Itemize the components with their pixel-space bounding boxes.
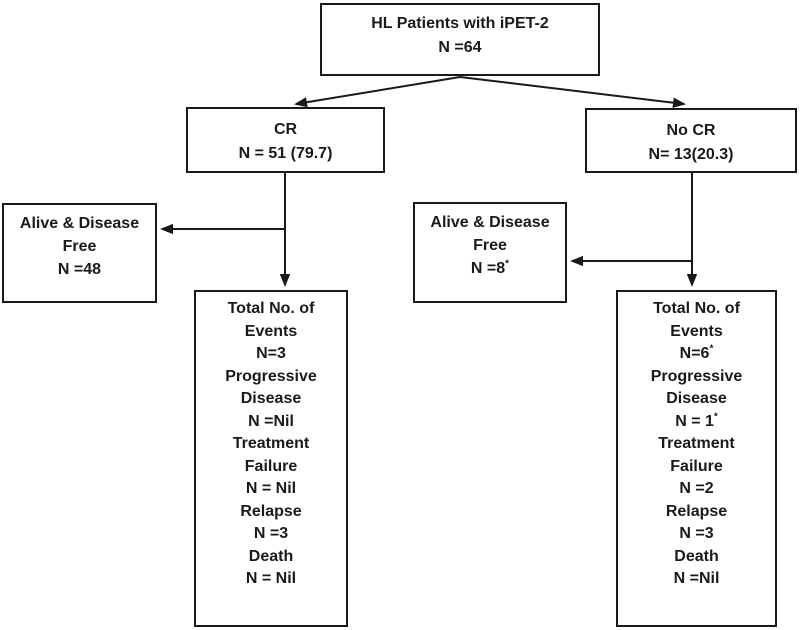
text-line: Events [670, 322, 723, 340]
text-line: Progressive [225, 367, 317, 385]
text-line: N = 1* [618, 411, 775, 434]
arrow-root-to-cr [294, 76, 461, 108]
node-no-cr: No CR N= 13(20.3) [585, 108, 797, 173]
node-alive-disease-free-no-cr: Alive & Disease Free N =8* [413, 202, 567, 303]
text-line: N =Nil [673, 570, 720, 587]
text-line: Relapse [240, 502, 302, 520]
text-line: N=3 [256, 345, 286, 362]
text-line: N =8* [415, 257, 565, 280]
text-line: Death [674, 547, 719, 565]
text-line: Alive & Disease [430, 214, 550, 231]
arrow-root-to-no-cr [459, 76, 686, 108]
node-events-cr: Total No. of Events N=3 Progressive Dise… [194, 290, 348, 627]
node-root-title: HL Patients with iPET-2 [371, 15, 549, 32]
node-events-no-cr: Total No. of Events N=6* Progressive Dis… [616, 290, 777, 627]
footnote-asterisk: * [713, 411, 718, 423]
node-alive-disease-free-cr: Alive & Disease Free N =48 [2, 203, 157, 303]
text-line: N = Nil [245, 570, 297, 587]
text-line: Alive & Disease [19, 215, 140, 232]
node-no-cr-title: No CR [666, 122, 716, 139]
node-cr: CR N = 51 (79.7) [186, 107, 385, 173]
text-line: Treatment [232, 435, 310, 452]
text-line: N =2 [679, 480, 714, 497]
node-root-n: N =64 [438, 39, 482, 56]
text-line: N = Nil [245, 480, 297, 497]
text-line-value: N=6 [679, 345, 710, 362]
text-line-value: N =8 [470, 260, 506, 277]
footnote-asterisk: * [505, 258, 510, 270]
text-line: N =48 [57, 261, 102, 278]
text-line: Free [62, 238, 97, 255]
text-line: Events [244, 322, 298, 340]
text-line: Death [248, 547, 294, 565]
node-cr-n: N = 51 (79.7) [238, 145, 333, 162]
node-cr-title: CR [273, 121, 298, 138]
text-line: Disease [666, 390, 727, 407]
footnote-asterisk: * [709, 343, 714, 355]
text-line: Free [473, 237, 507, 254]
text-line: Progressive [650, 367, 743, 385]
text-line: N =3 [679, 525, 714, 542]
text-line: Failure [244, 457, 298, 475]
text-line: Failure [670, 457, 723, 475]
node-no-cr-n: N= 13(20.3) [648, 146, 734, 163]
text-line: Treatment [658, 435, 735, 452]
node-root: HL Patients with iPET-2 N =64 [320, 3, 600, 76]
text-line: Total No. of [653, 300, 740, 317]
text-line-value: N = 1 [675, 412, 714, 430]
text-line: Disease [240, 390, 302, 407]
text-line: N =3 [253, 525, 289, 542]
text-line: N=6* [618, 343, 775, 366]
text-line: N =Nil [248, 412, 294, 430]
text-line: Relapse [665, 502, 728, 520]
text-line: Total No. of [227, 300, 315, 317]
